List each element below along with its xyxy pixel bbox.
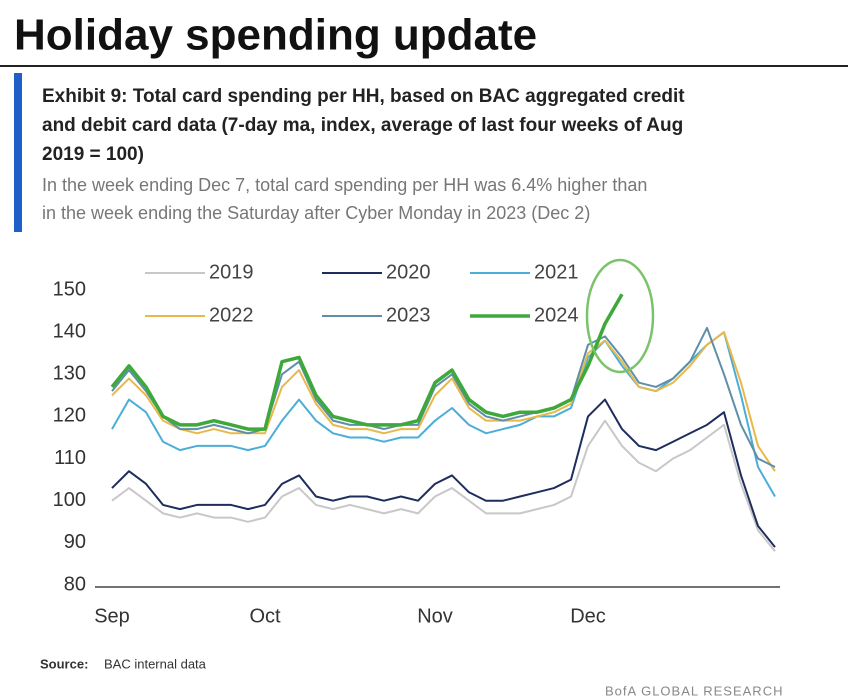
y-tick-label: 140 (53, 320, 86, 342)
accent-bar (14, 73, 22, 232)
y-tick-label: 110 (54, 447, 86, 469)
legend-label: 2019 (209, 261, 254, 283)
series-line (111, 331, 776, 472)
chart-subtitle: In the week ending Dec 7, total card spe… (42, 175, 647, 195)
y-tick-label: 130 (53, 363, 86, 385)
y-tick-label: 100 (53, 489, 86, 511)
y-tick-label: 150 (53, 278, 86, 300)
footer: BofA GLOBAL RESEARCH (605, 683, 783, 697)
source-label: Source: (40, 656, 88, 671)
y-tick-label: 90 (64, 531, 86, 553)
x-tick-label: Sep (94, 605, 130, 627)
x-tick-label: Dec (570, 605, 606, 627)
x-tick-label: Nov (417, 605, 453, 627)
legend-label: 2023 (386, 304, 431, 326)
y-tick-label: 120 (53, 405, 86, 427)
series-line (111, 419, 776, 552)
chart-subtitle: in the week ending the Saturday after Cy… (42, 203, 590, 223)
series-line (111, 326, 776, 468)
plot: 80 90 100 110 120 130 140 150 Sep Oct Nov Dec 2019 20… (53, 261, 776, 627)
series-line (110, 293, 624, 431)
chart-title: Exhibit 9: Total card spending per HH, b… (42, 86, 685, 107)
legend-label: 2024 (534, 304, 579, 326)
chart-title: 2019 = 100) (42, 144, 144, 165)
source-text: BAC internal data (104, 656, 207, 671)
series-line (111, 398, 776, 548)
legend-label: 2022 (209, 304, 254, 326)
chart-title: and debit card data (7-day ma, index, av… (42, 115, 683, 136)
series-line (111, 331, 776, 497)
page-title: Holiday spending update (14, 11, 537, 60)
x-tick-label: Oct (249, 605, 281, 627)
legend-label: 2021 (534, 261, 579, 283)
y-tick-label: 80 (64, 573, 86, 595)
highlight-circle (585, 258, 655, 374)
legend-label: 2020 (386, 261, 431, 283)
